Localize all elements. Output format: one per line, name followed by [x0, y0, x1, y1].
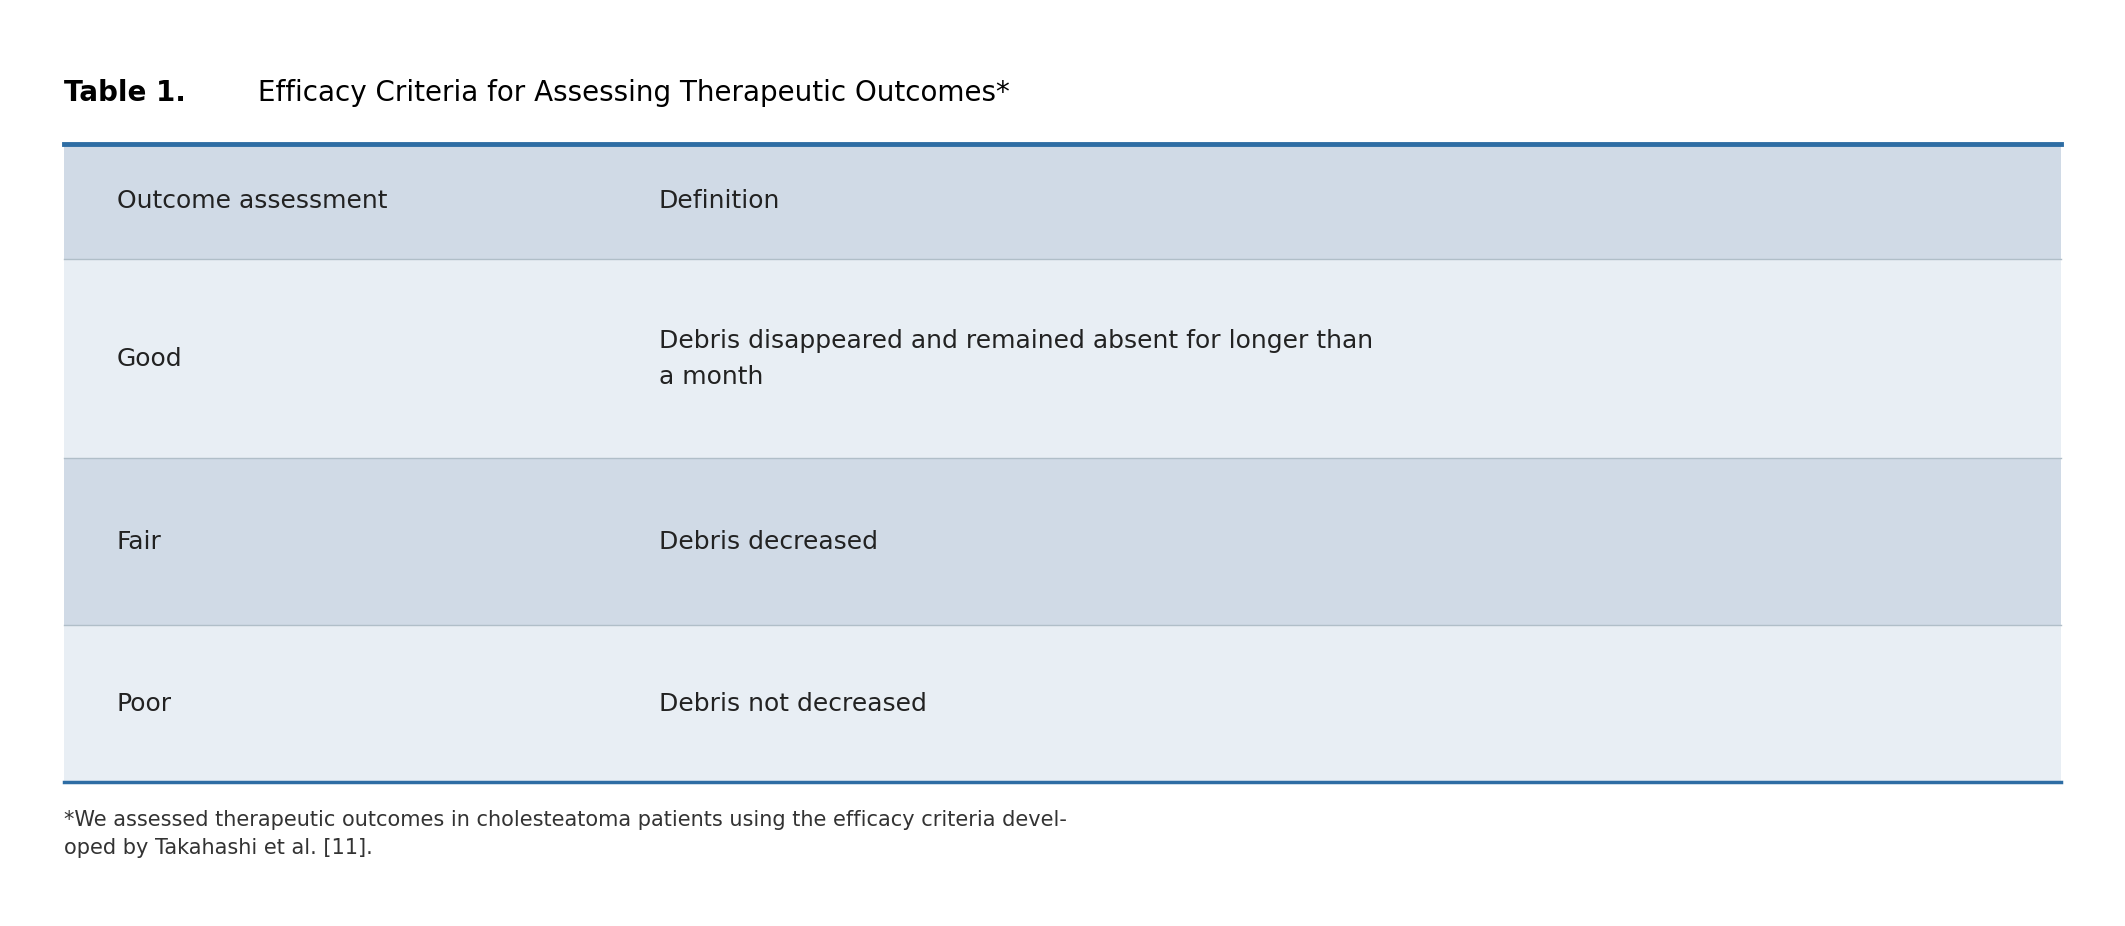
Text: Fair: Fair — [117, 530, 162, 554]
Text: Good: Good — [117, 347, 183, 370]
Text: Efficacy Criteria for Assessing Therapeutic Outcomes*: Efficacy Criteria for Assessing Therapeu… — [249, 79, 1009, 106]
Bar — [64, 625, 2061, 782]
Text: Table 1.: Table 1. — [64, 79, 185, 106]
Text: Poor: Poor — [117, 692, 172, 716]
Text: Outcome assessment: Outcome assessment — [117, 190, 387, 213]
Text: Debris decreased: Debris decreased — [659, 530, 878, 554]
Bar — [64, 259, 2061, 458]
Text: *We assessed therapeutic outcomes in cholesteatoma patients using the efficacy c: *We assessed therapeutic outcomes in cho… — [64, 810, 1067, 858]
Bar — [64, 144, 2061, 259]
Text: Debris disappeared and remained absent for longer than
a month: Debris disappeared and remained absent f… — [659, 329, 1373, 389]
Text: Definition: Definition — [659, 190, 780, 213]
Text: Debris not decreased: Debris not decreased — [659, 692, 926, 716]
Bar — [64, 458, 2061, 625]
